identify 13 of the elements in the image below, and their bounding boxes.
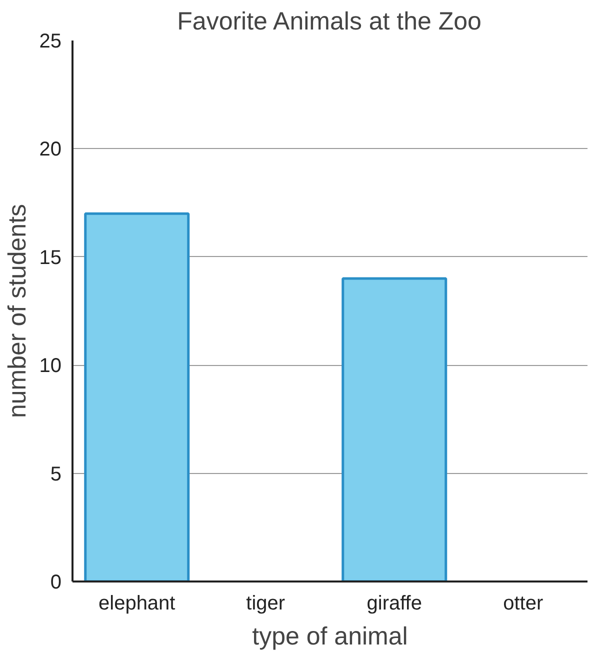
y-tick-label: 0 bbox=[50, 572, 62, 594]
x-axis-title: type of animal bbox=[252, 622, 408, 650]
x-tick-label: otter bbox=[503, 592, 544, 614]
y-tick-label: 20 bbox=[39, 138, 62, 161]
x-tick-label: elephant bbox=[98, 592, 176, 614]
chart-title: Favorite Animals at the Zoo bbox=[177, 8, 482, 36]
x-tick-label: tiger bbox=[246, 592, 286, 614]
y-tick-label: 25 bbox=[39, 30, 62, 52]
y-tick-label: 10 bbox=[39, 355, 62, 378]
x-tick-label: giraffe bbox=[366, 592, 422, 614]
y-axis-title: number of students bbox=[3, 204, 32, 418]
y-tick-label: 15 bbox=[39, 246, 62, 269]
y-tick-label: 5 bbox=[50, 463, 62, 486]
